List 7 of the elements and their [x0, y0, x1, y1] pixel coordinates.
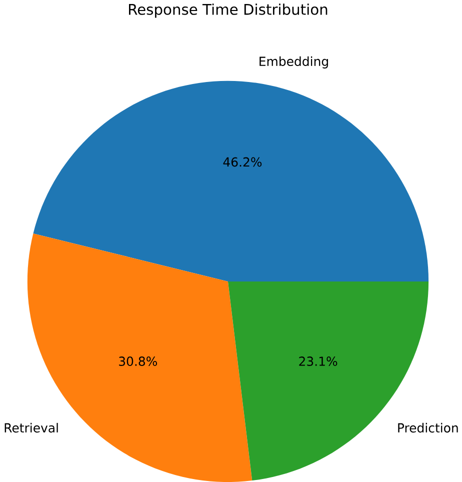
slice-label: Embedding [259, 56, 328, 68]
slice-label: Retrieval [4, 422, 58, 433]
chart-title: Response Time Distribution [128, 4, 327, 18]
data-label: 30.8% [118, 356, 157, 366]
data-label: 23.1% [298, 356, 337, 366]
data-label: 46.2% [223, 157, 262, 167]
slice-label: Prediction [398, 422, 458, 433]
